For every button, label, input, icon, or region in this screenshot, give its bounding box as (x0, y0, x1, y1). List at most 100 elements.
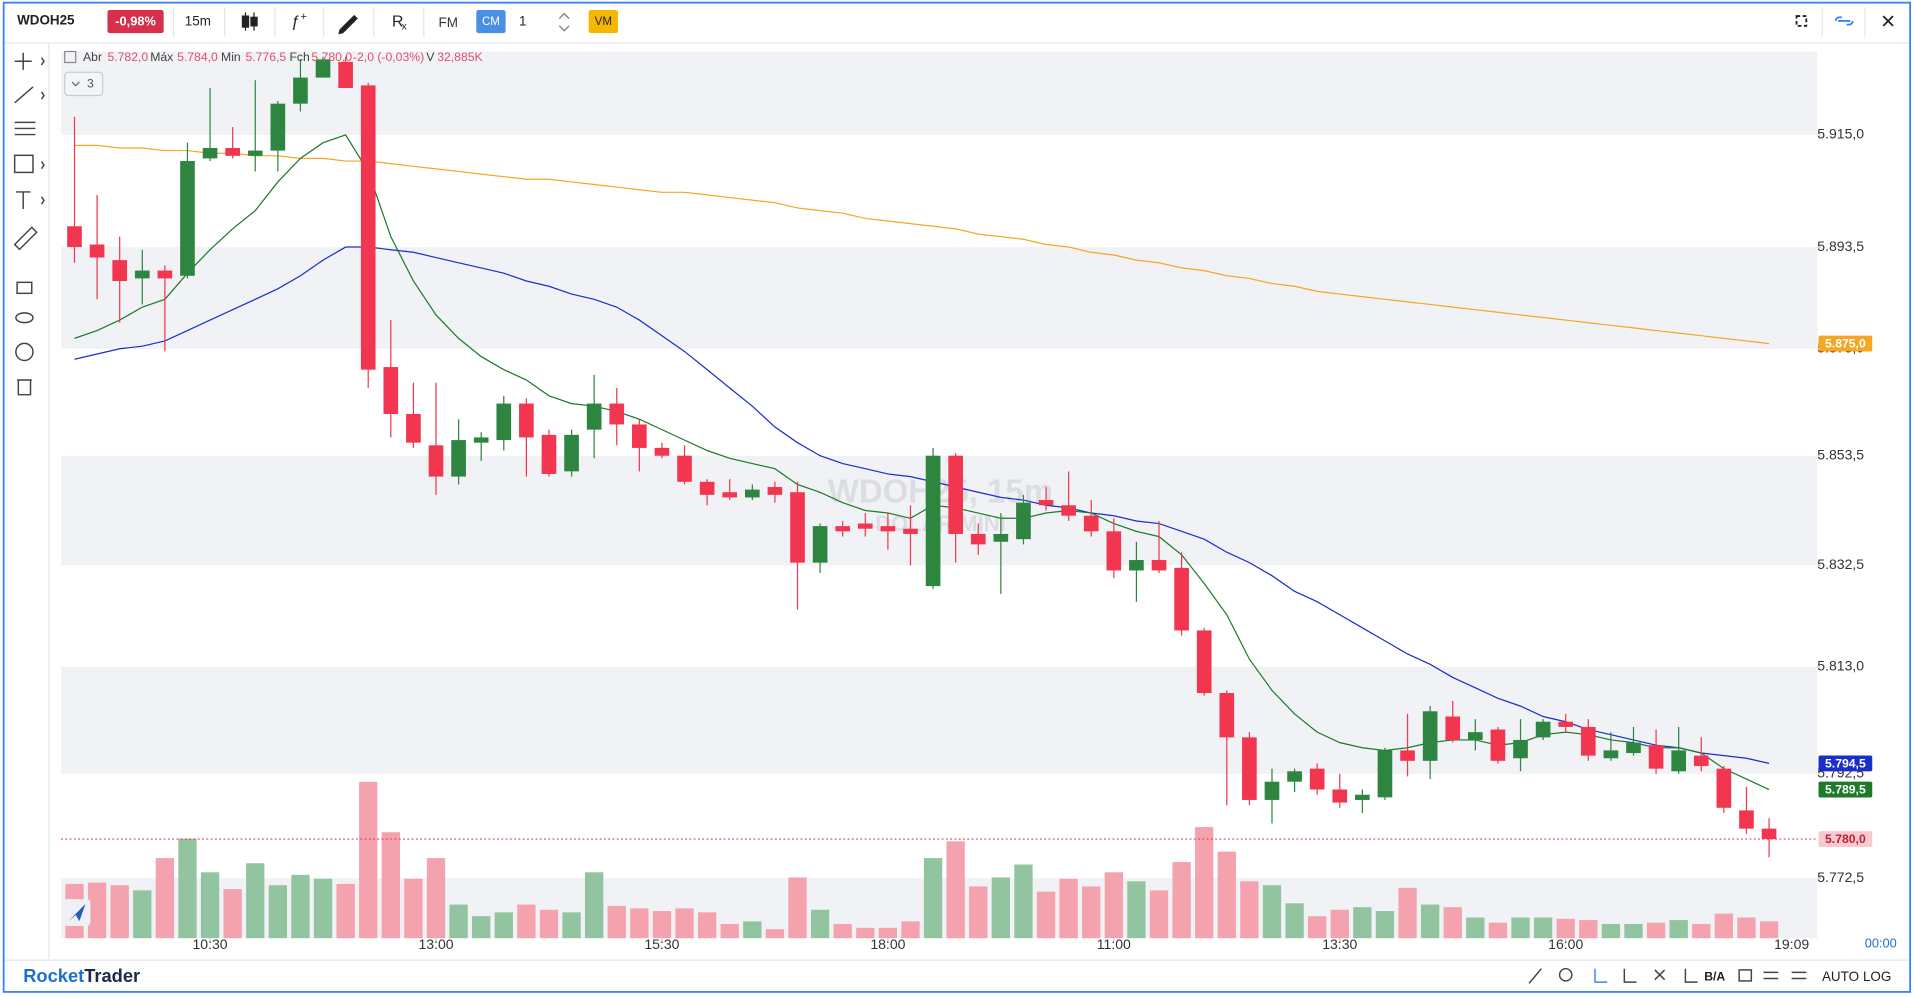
volume-bar (562, 912, 581, 939)
candle-body (1332, 789, 1348, 803)
quantity[interactable]: 1 (519, 14, 526, 29)
footer-draw[interactable] (1528, 968, 1542, 984)
lock-tool[interactable] (16, 281, 33, 295)
replay-button[interactable]: R (392, 13, 403, 30)
help-tool[interactable] (15, 342, 34, 362)
candle-body (89, 244, 105, 258)
volume-bar (359, 781, 378, 939)
ruler-tool[interactable] (13, 226, 38, 251)
candle-body (383, 367, 399, 414)
footer-list[interactable] (1763, 971, 1779, 980)
close-button[interactable] (1882, 15, 1894, 27)
candle-body (247, 150, 263, 156)
delete-tool[interactable] (17, 379, 32, 396)
candle-body (496, 403, 512, 441)
candle-body (338, 61, 353, 89)
series-last-label: 5.794,5 (1825, 756, 1866, 770)
volume-bar (1082, 886, 1101, 939)
volume-bar (1149, 890, 1169, 939)
fullscreen-button[interactable] (1795, 15, 1808, 27)
indicators-button[interactable]: ƒ (291, 13, 300, 30)
footer-zoom[interactable] (1558, 967, 1573, 982)
shape-tool[interactable] (13, 154, 34, 174)
volume-bar (1195, 827, 1214, 939)
volume-bar (178, 838, 197, 939)
footer-indicator[interactable] (1623, 968, 1637, 983)
text-tool[interactable] (15, 191, 31, 210)
legend-collapse[interactable] (64, 50, 77, 64)
indicator-toggle[interactable] (64, 71, 104, 97)
candle-body (790, 492, 805, 563)
candle-body (835, 526, 851, 532)
tool-expanders (40, 57, 45, 205)
candle-body (1671, 750, 1687, 772)
volume-bar (901, 921, 920, 939)
candle-body (225, 147, 240, 156)
volume-bar (1308, 916, 1327, 939)
volume-bar (1262, 885, 1282, 939)
candle-body (1648, 745, 1664, 769)
volume-bar (1420, 904, 1440, 939)
visibility-tool[interactable] (15, 312, 34, 324)
volume-bar (1737, 917, 1756, 939)
volume-bar (1646, 922, 1666, 939)
fm-button[interactable]: FM (439, 15, 458, 30)
footer-book[interactable] (1738, 969, 1753, 982)
brand: RocketTrader (23, 965, 140, 986)
change-value: -2,0 (-0,03%) (353, 50, 424, 64)
footer-scatter[interactable] (1654, 969, 1666, 981)
high-label: Máx (150, 50, 173, 64)
auto-button[interactable]: AUTO (1822, 969, 1859, 984)
candle-body (677, 455, 692, 482)
candle-body (1400, 750, 1415, 761)
brand-b: Trader (84, 965, 140, 986)
x-tick-label: 10:30 (193, 936, 228, 952)
volume-label: V (426, 50, 435, 64)
interval-button[interactable]: 15m (185, 14, 211, 29)
log-button[interactable]: LOG (1863, 969, 1891, 984)
cm-button[interactable]: CM (482, 15, 500, 28)
volume-bar (404, 878, 423, 939)
volume-bar (381, 832, 400, 939)
candle-type-button[interactable] (241, 12, 258, 31)
candle-body (180, 161, 195, 276)
volume-bar (1330, 909, 1349, 939)
volume-bar (743, 921, 762, 939)
draw-button[interactable] (338, 14, 358, 35)
footer-area[interactable] (1684, 968, 1698, 983)
candle-body (857, 523, 873, 529)
volume-bar (223, 889, 242, 939)
footer-chart[interactable] (1594, 968, 1608, 983)
ba-button[interactable]: B/A (1704, 969, 1725, 983)
volume-bar (652, 911, 672, 939)
candle-body (1016, 502, 1031, 540)
volume-bar (313, 878, 333, 939)
link-button[interactable] (1834, 16, 1854, 26)
x-tick-label: 13:00 (418, 936, 453, 952)
indicators-plus: + (300, 11, 306, 23)
candle-body (541, 434, 557, 474)
candle-body (1061, 505, 1076, 516)
volume-bar (1579, 920, 1598, 939)
candle-body (903, 528, 918, 534)
symbol[interactable]: WDOH25 (17, 13, 75, 28)
quantity-stepper[interactable] (558, 12, 570, 32)
cm-badge (476, 9, 506, 34)
vm-button[interactable]: VM (595, 15, 612, 28)
candle-body (293, 77, 308, 104)
candle-body (632, 424, 647, 448)
volume-bar (765, 929, 785, 939)
volume-bar (720, 923, 739, 939)
fib-tool[interactable] (14, 121, 36, 136)
volume-bar (1692, 923, 1711, 939)
line-tool[interactable] (14, 86, 34, 104)
volume-value: 32,885K (437, 50, 482, 64)
footer-menu[interactable] (1791, 971, 1807, 980)
candle-body (1242, 737, 1257, 800)
candle-body (609, 403, 625, 425)
candle-body (67, 226, 82, 248)
volume-bar (200, 872, 220, 939)
y-tick-label: 5.853,5 (1817, 446, 1864, 462)
crosshair-tool[interactable] (14, 52, 32, 70)
series-last-label-bg (1818, 335, 1873, 352)
